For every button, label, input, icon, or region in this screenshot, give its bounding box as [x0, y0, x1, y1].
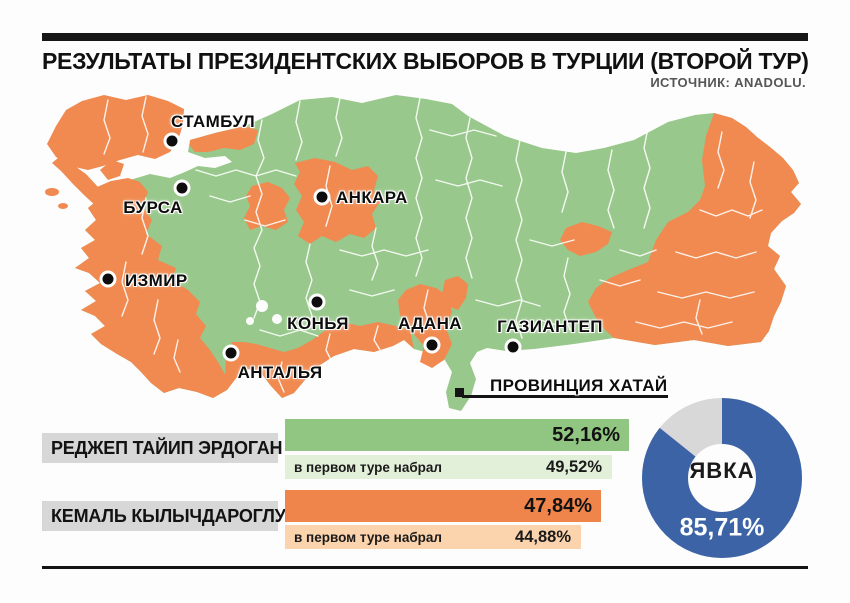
bar-kilicdaroglu-second-round: 47,84%: [285, 490, 601, 522]
bar-value-erdogan-second-round: 52,16%: [552, 423, 620, 446]
city-label-adana: АДАНА: [398, 314, 462, 333]
bar-value-erdogan-first-round: 49,52%: [546, 457, 602, 476]
turnout-donut-chart: [642, 398, 802, 558]
city-dot-adana: [423, 336, 441, 354]
first-round-note-kilicdaroglu: в первом туре набрал: [294, 529, 442, 545]
candidate-name-kilicdaroglu: КЕМАЛЬ КЫЛЫЧДАРОГЛУ: [42, 501, 286, 531]
first-round-note-erdogan: в первом туре набрал: [294, 459, 442, 475]
city-label-konya: КОНЬЯ: [287, 314, 349, 333]
turnout-label: ЯВКА: [689, 458, 755, 483]
bar-value-kilicdaroglu-first-round: 44,88%: [515, 527, 571, 546]
page-title: РЕЗУЛЬТАТЫ ПРЕЗИДЕНТСКИХ ВЫБОРОВ В ТУРЦИ…: [42, 48, 809, 74]
city-dot-izmir: [99, 270, 117, 288]
candidate-name-erdogan: РЕДЖЕП ТАЙИП ЭРДОГАН: [42, 433, 282, 463]
city-dot-stambul: [163, 132, 181, 150]
city-label-ankara: АНКАРА: [336, 188, 408, 207]
donut-turnout-slice: [642, 398, 802, 558]
kilicdaroglu-provinces: [45, 95, 801, 398]
top-divider: [42, 33, 808, 41]
hatay-callout-marker: [455, 388, 464, 397]
bottom-divider: [42, 566, 808, 569]
city-label-izmir: ИЗМИР: [125, 271, 188, 290]
city-label-gaziantep: ГАЗИАНТЕП: [497, 317, 603, 336]
bar-kilicdaroglu-first-round: в первом туре набрал 44,88%: [285, 525, 581, 549]
bar-erdogan-second-round: 52,16%: [285, 419, 629, 451]
source-credit: ИСТОЧНИК: ANADOLU.: [650, 75, 806, 90]
city-dot-ankara: [313, 188, 331, 206]
city-label-bursa: БУРСА: [123, 198, 183, 217]
turnout-value: 85,71%: [679, 513, 765, 542]
region-label-hatay: ПРОВИНЦИЯ ХАТАЙ: [490, 376, 668, 395]
city-label-stambul: СТАМБУЛ: [170, 112, 256, 131]
city-dot-bursa: [173, 179, 191, 197]
bar-value-kilicdaroglu-second-round: 47,84%: [524, 494, 592, 517]
city-label-antalya: АНТАЛЬЯ: [237, 363, 323, 382]
city-dot-antalya: [222, 344, 240, 362]
bar-erdogan-first-round: в первом туре набрал 49,52%: [285, 455, 612, 479]
city-dot-gaziantep: [504, 338, 522, 356]
lakes: [246, 300, 282, 325]
province-borders: [103, 96, 763, 393]
city-dot-konya: [308, 293, 326, 311]
hatay-callout-line: [462, 395, 668, 398]
